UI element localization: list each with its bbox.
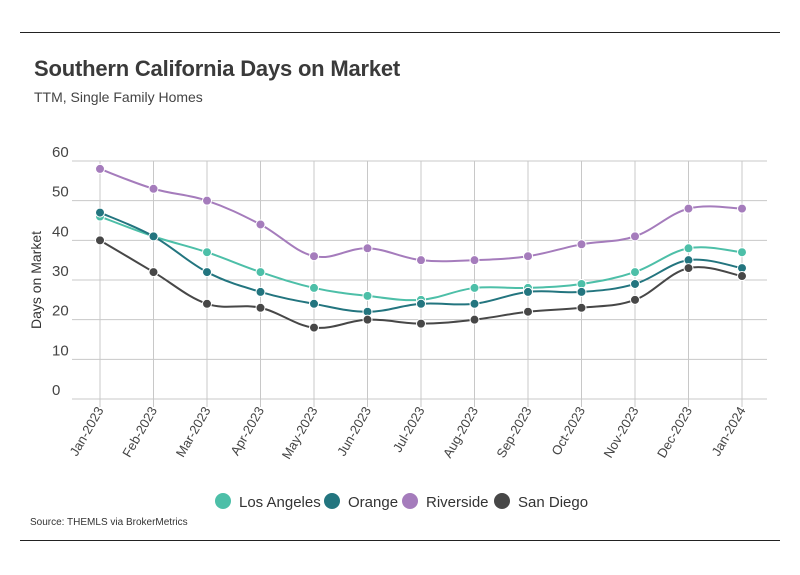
- y-tick-label: 10: [52, 342, 69, 359]
- data-point: [202, 298, 212, 309]
- legend-swatch: [494, 493, 510, 509]
- data-point: [255, 219, 266, 230]
- legend-swatch: [215, 493, 231, 509]
- x-tick-label: Jan-2023: [66, 404, 106, 458]
- y-tick-label: 20: [52, 303, 69, 320]
- data-point: [630, 267, 640, 278]
- data-point: [630, 278, 640, 289]
- legend-item: Orange: [324, 493, 398, 511]
- data-point: [148, 267, 159, 278]
- data-point: [737, 247, 747, 258]
- data-point: [309, 251, 319, 262]
- chart-subtitle: TTM, Single Family Homes: [34, 89, 203, 105]
- y-axis-ticks: 0 10 20 30 40 50 60: [52, 144, 69, 399]
- data-point: [683, 243, 694, 254]
- data-point: [309, 282, 319, 293]
- legend-label: Riverside: [426, 494, 489, 511]
- data-point: [683, 263, 694, 274]
- data-point: [469, 282, 480, 293]
- data-point: [416, 298, 426, 309]
- series-orange: [95, 207, 747, 317]
- data-point: [362, 243, 373, 254]
- data-point: [95, 207, 105, 218]
- x-tick-label: Nov-2023: [600, 404, 641, 460]
- y-tick-label: 50: [52, 184, 69, 201]
- chart-title: Southern California Days on Market: [34, 56, 401, 81]
- data-point: [309, 298, 319, 309]
- legend-item: Los Angeles: [215, 493, 321, 511]
- data-point: [523, 251, 533, 262]
- data-point: [148, 231, 159, 242]
- grid: [72, 160, 767, 407]
- legend-label: Orange: [348, 494, 398, 511]
- data-point: [630, 294, 640, 305]
- legend-label: San Diego: [518, 494, 588, 511]
- data-point: [737, 203, 747, 214]
- y-tick-label: 0: [52, 382, 60, 399]
- legend-label: Los Angeles: [239, 494, 321, 511]
- bottom-rule: [20, 540, 780, 541]
- y-tick-label: 30: [52, 263, 69, 280]
- x-tick-label: Sep-2023: [493, 404, 534, 460]
- x-axis-ticks: Jan-2023 Feb-2023 Mar-2023 Apr-2023 May-2023…: [66, 404, 748, 462]
- y-tick-label: 40: [52, 223, 69, 240]
- x-tick-label: Oct-2023: [548, 404, 588, 458]
- data-point: [523, 286, 533, 297]
- data-point: [362, 290, 373, 301]
- x-tick-label: Aug-2023: [440, 404, 481, 460]
- data-point: [576, 286, 587, 297]
- top-rule: [20, 32, 780, 33]
- y-tick-label: 60: [52, 144, 69, 161]
- source-note: Source: THEMLS via BrokerMetrics: [30, 517, 188, 528]
- legend-item: Riverside: [402, 493, 489, 511]
- data-point: [523, 306, 533, 317]
- legend-item: San Diego: [494, 493, 588, 511]
- x-tick-label: Jul-2023: [390, 404, 428, 455]
- data-point: [255, 302, 266, 313]
- data-point: [95, 235, 105, 246]
- data-point: [630, 231, 640, 242]
- data-point: [202, 247, 212, 258]
- x-tick-label: Jan-2024: [708, 404, 748, 458]
- x-tick-label: Jun-2023: [334, 404, 374, 458]
- data-point: [683, 203, 694, 214]
- series-riverside: [95, 163, 747, 266]
- data-point: [95, 163, 105, 174]
- data-point: [416, 318, 426, 329]
- data-point: [362, 314, 373, 325]
- y-axis-title: Days on Market: [28, 231, 44, 329]
- data-point: [576, 302, 587, 313]
- data-point: [576, 239, 587, 250]
- data-point: [469, 314, 480, 325]
- data-point: [469, 298, 480, 309]
- x-tick-label: Feb-2023: [119, 404, 160, 460]
- data-point: [309, 322, 319, 333]
- data-point: [255, 286, 266, 297]
- data-point: [416, 255, 426, 266]
- data-point: [255, 267, 266, 278]
- series-san-diego: [95, 235, 747, 333]
- data-point: [737, 271, 747, 282]
- x-tick-label: Mar-2023: [173, 404, 214, 460]
- x-tick-label: May-2023: [279, 404, 321, 462]
- legend-swatch: [324, 493, 340, 509]
- data-point: [202, 267, 212, 278]
- data-point: [469, 255, 480, 266]
- data-point: [202, 195, 212, 206]
- legend-swatch: [402, 493, 418, 509]
- series: [95, 163, 747, 333]
- x-tick-label: Apr-2023: [227, 404, 267, 458]
- data-point: [148, 183, 159, 194]
- legend: Los Angeles Orange Riverside San Diego: [215, 493, 588, 511]
- x-tick-label: Dec-2023: [654, 404, 695, 460]
